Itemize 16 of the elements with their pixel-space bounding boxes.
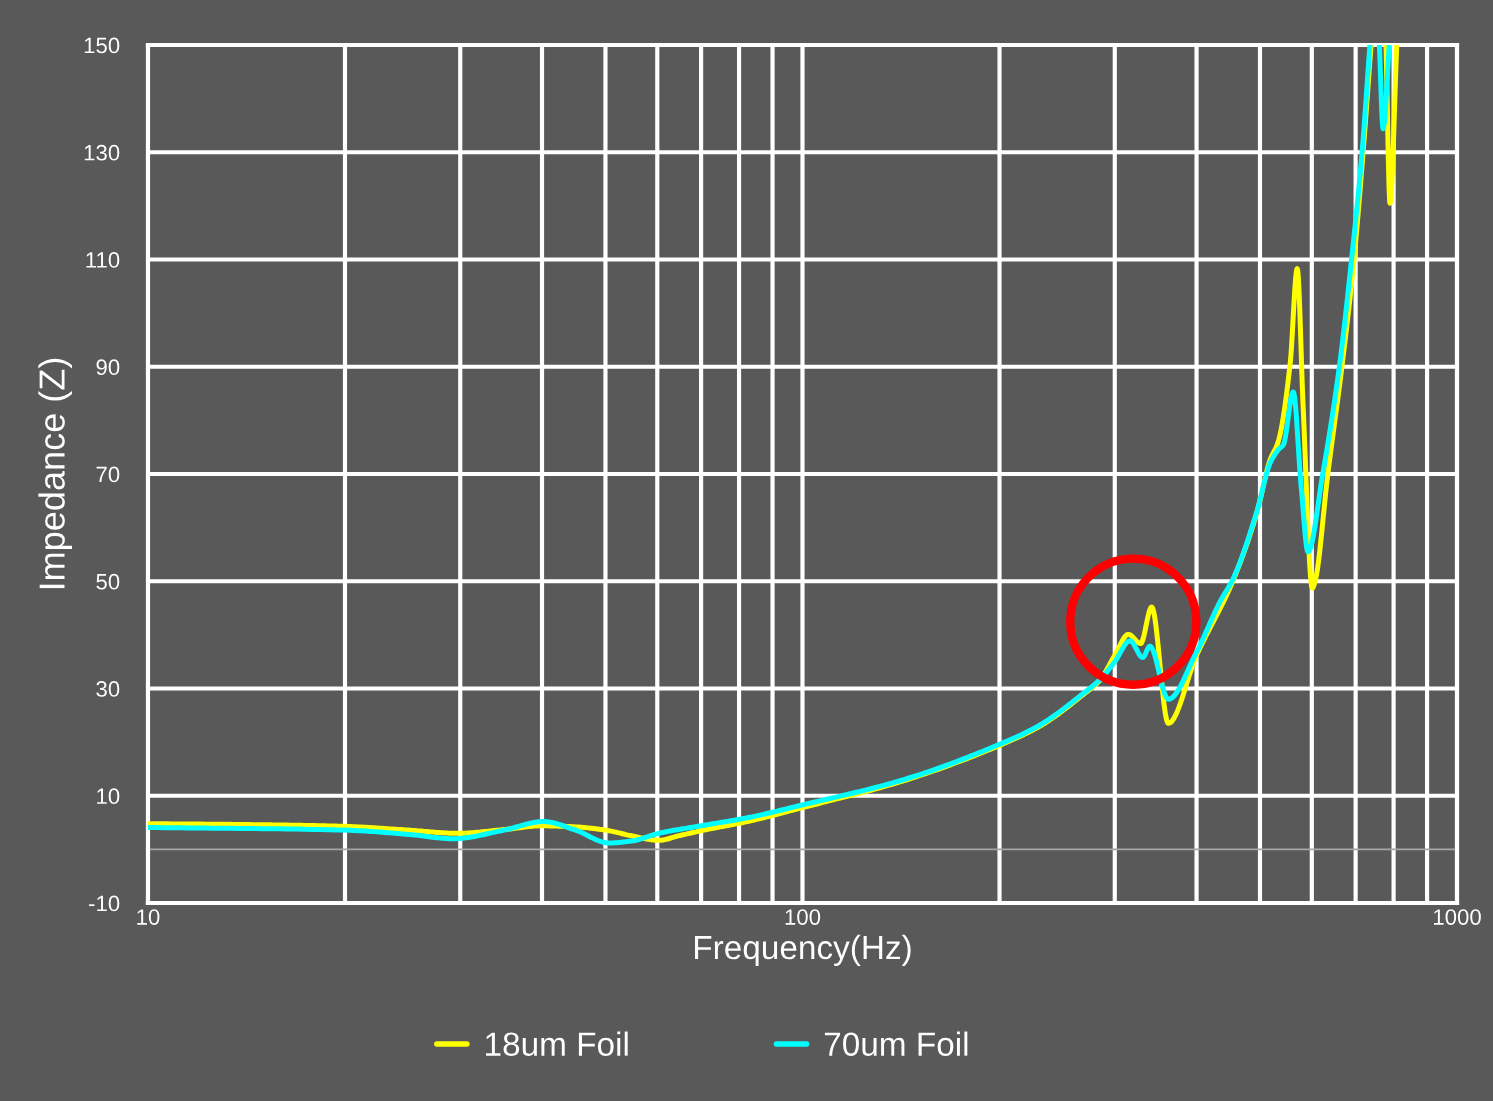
legend-label: 18um Foil — [486, 1031, 628, 1056]
y-tick-label: 110 — [86, 252, 120, 268]
y-tick-label: 10 — [97, 788, 120, 805]
y-tick-label: 50 — [96, 573, 120, 590]
x-axis-title: Frequency(Hz) — [695, 934, 911, 966]
y-tick-label: 30 — [96, 681, 120, 697]
x-tick-label: 10 — [137, 909, 160, 925]
y-tick-label: -10 — [89, 895, 120, 912]
y-axis-title: Impedance (Z) — [38, 358, 72, 589]
y-tick-label: 70 — [96, 466, 120, 483]
y-tick-label: 130 — [84, 144, 120, 161]
x-tick-label: 1000 — [1434, 909, 1481, 925]
legend-label: 70um Foil — [824, 1031, 968, 1056]
y-tick-label: 90 — [96, 359, 120, 376]
x-tick-label: 100 — [785, 909, 821, 925]
y-tick-label: 150 — [84, 37, 120, 54]
